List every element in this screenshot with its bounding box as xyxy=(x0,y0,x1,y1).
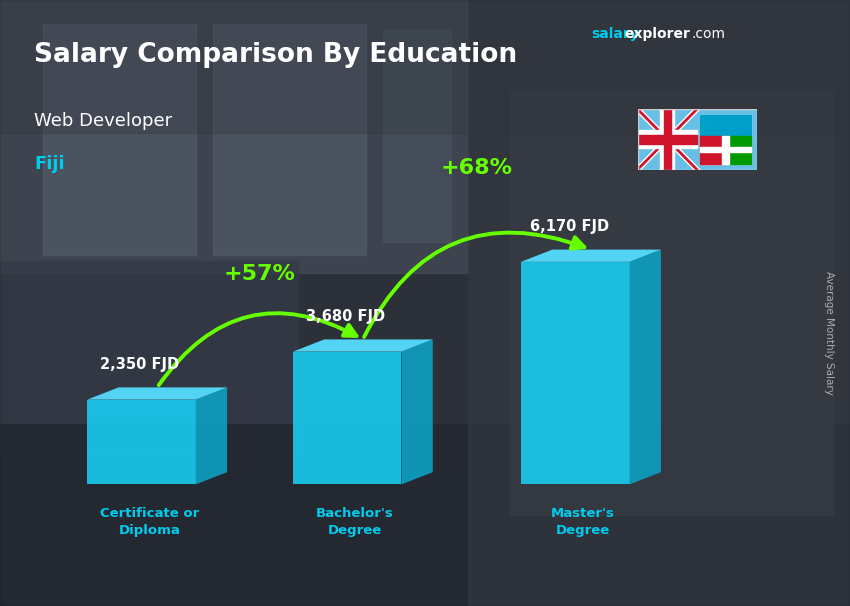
Polygon shape xyxy=(521,250,661,262)
Polygon shape xyxy=(401,339,433,484)
Text: Average Monthly Salary: Average Monthly Salary xyxy=(824,271,834,395)
Bar xyxy=(726,136,751,164)
Bar xyxy=(212,24,366,255)
Bar xyxy=(700,115,751,136)
Text: Web Developer: Web Developer xyxy=(34,112,172,130)
Bar xyxy=(521,262,630,484)
Bar xyxy=(700,136,725,164)
Text: Master's
Degree: Master's Degree xyxy=(551,507,615,537)
Text: Salary Comparison By Education: Salary Comparison By Education xyxy=(34,42,517,68)
Bar xyxy=(382,30,450,242)
Polygon shape xyxy=(88,387,227,399)
Bar xyxy=(88,399,196,484)
Bar xyxy=(664,109,671,170)
Text: 6,170 FJD: 6,170 FJD xyxy=(530,219,609,234)
Text: +57%: +57% xyxy=(224,264,296,284)
Bar xyxy=(42,24,196,255)
Text: salary: salary xyxy=(591,27,638,41)
Text: Fiji: Fiji xyxy=(34,155,65,173)
Bar xyxy=(468,0,850,606)
Bar xyxy=(0,424,850,606)
Bar xyxy=(0,0,468,273)
Text: 2,350 FJD: 2,350 FJD xyxy=(100,357,179,372)
Polygon shape xyxy=(196,387,227,484)
Text: Bachelor's
Degree: Bachelor's Degree xyxy=(316,507,394,537)
Text: .com: .com xyxy=(691,27,725,41)
Bar xyxy=(638,135,697,144)
Bar xyxy=(700,147,751,152)
Bar xyxy=(722,136,728,164)
Polygon shape xyxy=(293,339,433,351)
Text: +68%: +68% xyxy=(441,158,513,178)
Bar xyxy=(660,109,674,170)
Polygon shape xyxy=(630,250,661,484)
Bar xyxy=(0,0,850,133)
Bar xyxy=(0,261,298,454)
Bar xyxy=(293,351,401,484)
Bar xyxy=(510,91,833,515)
Text: 3,680 FJD: 3,680 FJD xyxy=(306,309,385,324)
Bar xyxy=(638,130,697,148)
Bar xyxy=(700,115,751,164)
Text: Certificate or
Diploma: Certificate or Diploma xyxy=(99,507,199,537)
Text: explorer: explorer xyxy=(624,27,689,41)
